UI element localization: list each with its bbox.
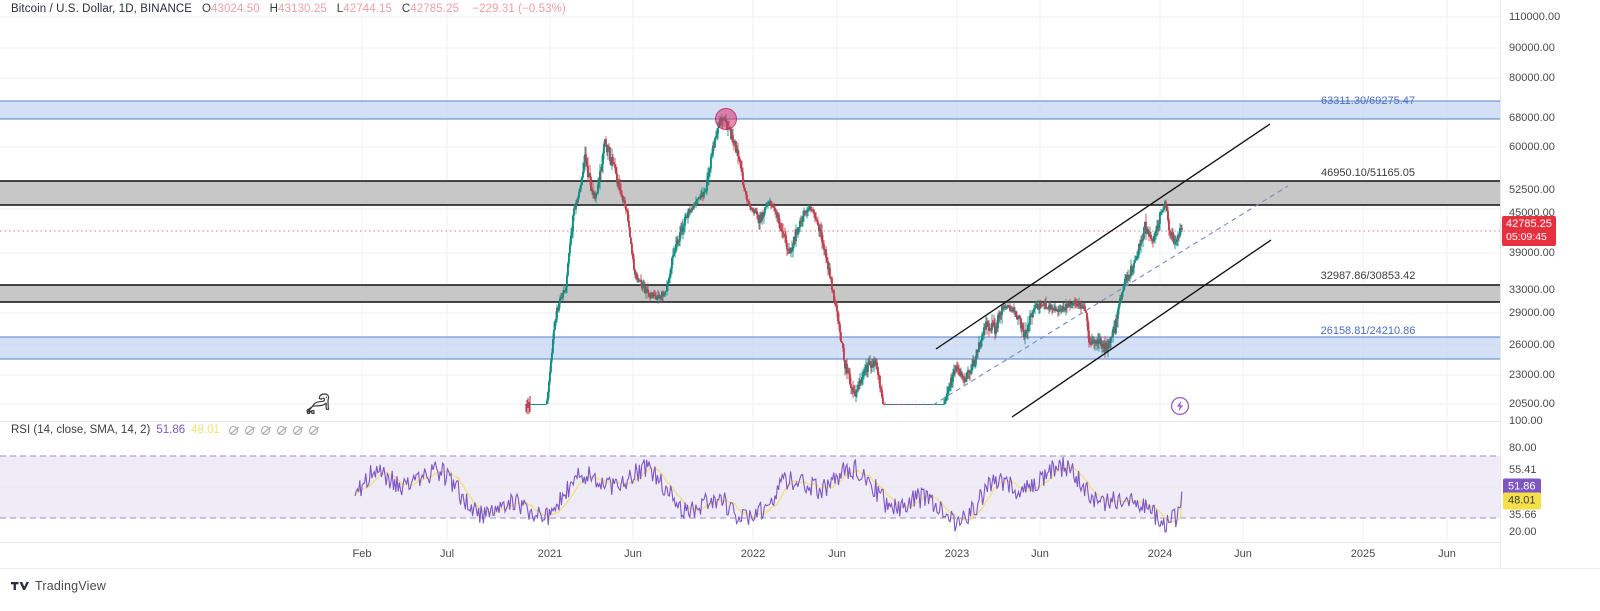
price-tick-12: 20500.00 [1509,398,1555,410]
zone-blue-lower [0,337,1500,359]
ath-marker [715,108,737,130]
current-price-value: 42785.25 [1506,218,1552,230]
time-tick-5: Jun [828,548,846,560]
time-tick-0: Feb [352,548,372,560]
time-tick-11: Jun [1438,548,1456,560]
candlestick-series [525,113,1183,414]
time-tick-9: Jun [1234,548,1252,560]
tradingview-brand[interactable]: TradingView [11,579,106,593]
high-key: H [269,3,279,15]
price-tick-2: 80000.00 [1509,72,1555,84]
time-tick-3: Jun [624,548,642,560]
rsi-legend-value: 51.86 [156,424,186,436]
price-tick-0: 110000.00 [1509,11,1561,23]
rsi-line [354,456,1183,533]
close-key: C [401,3,411,15]
bottom-bar [0,568,1600,611]
brand-name: TradingView [35,579,106,593]
price-tick-10: 26000.00 [1509,339,1555,351]
zone-blue-upper [0,101,1500,119]
circle-slash-icon-3[interactable] [260,425,270,435]
time-scale[interactable]: Feb Jul 2021 Jun 2022 Jun 2023 Jun 2024 … [0,542,1500,568]
rsi-series [354,456,1183,533]
open-value: 43024.50 [211,3,260,15]
dinosaur-cursor-icon [306,393,330,414]
candles [525,113,1183,405]
tradingview-logo-icon [11,582,29,590]
time-tick-1: Jul [439,548,455,560]
rsi-value-tag[interactable]: 51.86 [1503,478,1541,496]
price-chart-svg [0,0,1500,420]
change-value: −229.31 (−0.53%) [472,3,566,15]
zone-label-1: 63311.30/69275.47 [1321,95,1415,107]
rsi-tick-1: 80.00 [1509,442,1537,454]
current-price-tag[interactable]: 42785.25 05:09:45 [1502,216,1556,246]
rsi-tick-3: 35.66 [1509,509,1537,521]
rsi-legend[interactable]: RSI (14, close, SMA, 14, 2) 51.86 48.01 [11,424,318,436]
symbol-title[interactable]: Bitcoin / U.S. Dollar, 1D, BINANCE [11,3,193,15]
rsi-legend-icon-group [228,425,318,435]
zone-label-3: 32987.86/30853.42 [1320,270,1416,282]
zone-gray-lower [0,285,1500,302]
open-key: O [201,3,212,15]
low-key: L [336,3,344,15]
rsi-sma-value-tag[interactable]: 48.01 [1503,492,1541,510]
price-tick-8: 33000.00 [1509,284,1555,296]
supply-demand-zones [0,100,1500,360]
zone-gray-upper [0,181,1500,205]
price-tick-5: 52500.00 [1509,184,1555,196]
time-tick-10: 2025 [1350,548,1376,560]
zone-label-4: 26158.81/24210.86 [1320,325,1416,337]
zone-label-2: 46950.10/51165.05 [1321,167,1415,179]
rsi-chart-svg [0,422,1500,545]
circle-slash-icon-6[interactable] [308,425,318,435]
circle-slash-icon-2[interactable] [244,425,254,435]
low-value: 42744.15 [343,3,392,15]
time-tick-7: Jun [1031,548,1049,560]
channel-median-line [932,185,1289,406]
rsi-legend-sma-value: 48.01 [191,424,220,436]
lightning-bolt-badge-icon[interactable] [1170,396,1190,416]
rsi-tick-2: 55.41 [1509,464,1537,476]
time-tick-2: 2021 [537,548,563,560]
price-tick-4: 60000.00 [1509,141,1555,153]
price-tick-11: 23000.00 [1509,369,1555,381]
bar-countdown: 05:09:45 [1506,231,1547,243]
symbol-legend[interactable]: Bitcoin / U.S. Dollar, 1D, BINANCE O4302… [11,3,566,15]
price-tick-3: 68000.00 [1509,112,1555,124]
rsi-indicator-pane[interactable] [0,421,1500,545]
circle-slash-icon-5[interactable] [292,425,302,435]
circle-slash-icon-4[interactable] [276,425,286,435]
price-tick-9: 29000.00 [1509,307,1555,319]
price-chart-pane[interactable]: 63311.30/69275.47 46950.10/51165.05 3298… [0,0,1500,420]
price-tick-1: 90000.00 [1509,42,1555,54]
high-value: 43130.25 [278,3,327,15]
time-tick-6: 2023 [944,548,970,560]
rsi-tick-4: 20.00 [1509,526,1537,538]
price-scale[interactable]: 110000.00 90000.00 80000.00 68000.00 600… [1500,0,1600,611]
circle-slash-icon-1[interactable] [228,425,238,435]
rsi-tick-0: 100.00 [1509,415,1543,427]
price-tick-7: 39000.00 [1509,247,1555,259]
time-tick-8: 2024 [1147,548,1173,560]
time-tick-4: 2022 [740,548,766,560]
close-value: 42785.25 [410,3,460,15]
ascending-channel [935,123,1272,418]
rsi-title[interactable]: RSI (14, close, SMA, 14, 2) [11,424,151,436]
